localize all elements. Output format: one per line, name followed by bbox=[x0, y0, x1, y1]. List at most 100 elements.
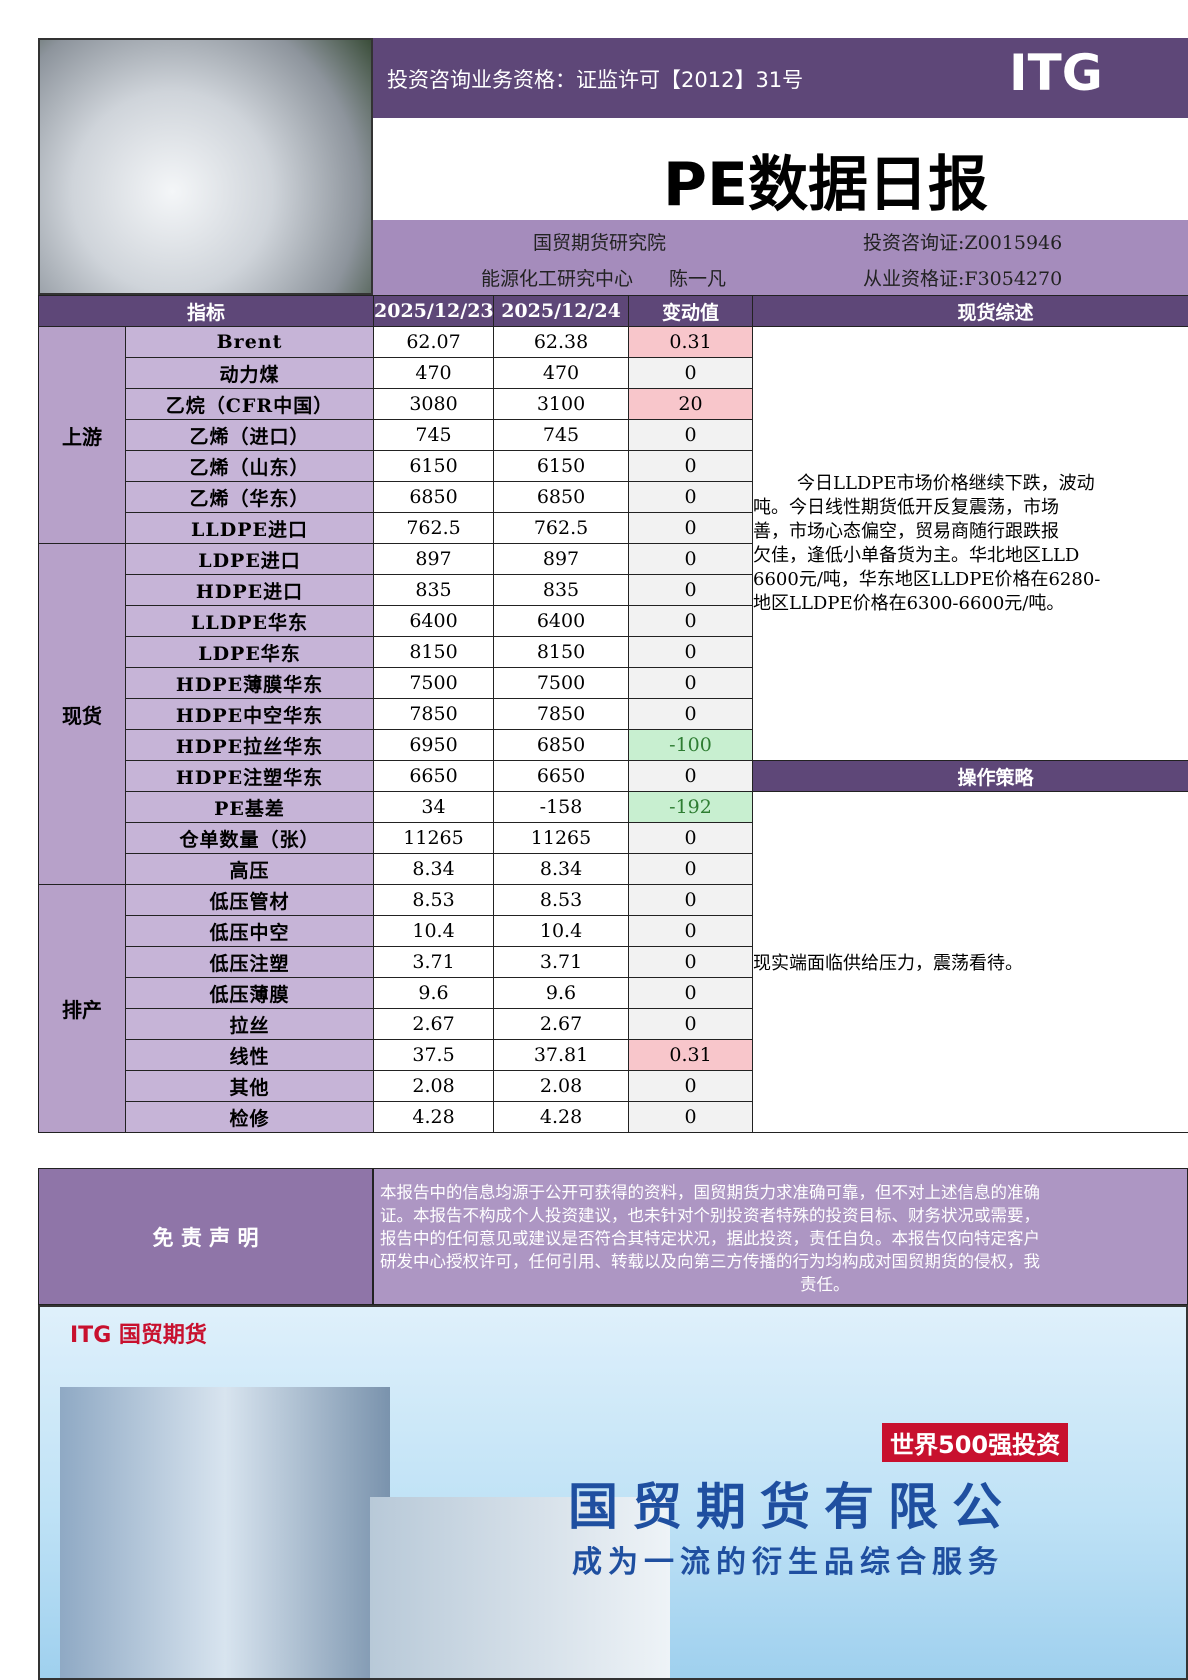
value: 3080 bbox=[373, 388, 495, 420]
disclaimer: 免 责 声 明 本报告中的信息均源于公开可获得的资料，国贸期货力求准确可靠，但不… bbox=[38, 1168, 1188, 1305]
value: 897 bbox=[373, 543, 495, 575]
indicator: HDPE拉丝华东 bbox=[124, 729, 375, 761]
indicator: 低压管材 bbox=[124, 884, 375, 916]
data-row: 现货 LDPE进口 897 897 0 bbox=[38, 543, 1188, 885]
change: 0 bbox=[628, 977, 754, 1009]
spot-summary: 今日LLDPE市场价格继续下跌，波动 吨。今日线性期货低开反复震荡，市场 善，市场心… bbox=[752, 326, 1188, 761]
change: 0 bbox=[628, 1070, 754, 1102]
value: 6150 bbox=[373, 450, 495, 482]
indicator: 动力煤 bbox=[124, 357, 375, 389]
data-row: 乙烯（进口） 745 745 0 bbox=[39, 419, 1188, 451]
change: 0 bbox=[628, 946, 754, 978]
qualification-cert: 从业资格证:F3054270 bbox=[863, 268, 1063, 290]
banner-badge: 世界500强投资 bbox=[882, 1423, 1069, 1462]
strategy-text: 现实端面临供给压力，震荡看待。 bbox=[752, 791, 1188, 1133]
summary-line: 地区LLDPE价格在6300-6600元/吨。 bbox=[753, 592, 1065, 614]
indicator: LLDPE华东 bbox=[124, 605, 375, 637]
change: 20 bbox=[628, 388, 754, 420]
indicator: 乙烷（CFR中国） bbox=[124, 388, 375, 420]
change: 0 bbox=[628, 357, 754, 389]
change: 0 bbox=[628, 605, 754, 637]
change: 0 bbox=[628, 884, 754, 916]
change: 0 bbox=[628, 1101, 754, 1133]
value: 8150 bbox=[373, 636, 495, 668]
indicator: HDPE中空华东 bbox=[124, 698, 375, 730]
value: 762.5 bbox=[493, 512, 630, 544]
value: 745 bbox=[493, 419, 630, 451]
building-wing bbox=[370, 1497, 670, 1678]
report-title: PE数据日报 bbox=[663, 150, 988, 220]
data-row: 低压薄膜 9.6 9.6 0 bbox=[39, 977, 1188, 1009]
indicator: 拉丝 bbox=[124, 1008, 375, 1040]
value: 7850 bbox=[373, 698, 495, 730]
info-box: 国贸期货研究院 能源化工研究中心 陈一凡 投资咨询证:Z0015946 从业资格… bbox=[373, 220, 1188, 295]
indicator: LLDPE进口 bbox=[124, 512, 375, 544]
banner-brand: ITG 国贸期货 bbox=[70, 1323, 207, 1348]
indicator: HDPE注塑华东 bbox=[124, 760, 375, 792]
change: -192 bbox=[628, 791, 754, 823]
value: 4.28 bbox=[493, 1101, 630, 1133]
data-row: PE基差 34 -158 -192 现实端面临供给压力，震荡看待。 bbox=[39, 791, 1188, 1133]
column-header: 现货综述 bbox=[752, 295, 1188, 327]
value: 34 bbox=[373, 791, 495, 823]
value: 8.53 bbox=[373, 884, 495, 916]
data-row: 乙烯（山东） 6150 6150 0 bbox=[39, 450, 1188, 482]
change: 0 bbox=[628, 450, 754, 482]
value: 2.08 bbox=[493, 1070, 630, 1102]
value: 762.5 bbox=[373, 512, 495, 544]
summary-line: 6600元/吨，华东地区LLDPE价格在6280- bbox=[753, 568, 1101, 590]
disclaimer-line: 报告中的任何意见或建议是否符合其特定状况，据此投资，责任自负。本报告仅向特定客户 bbox=[380, 1229, 1040, 1248]
data-row: HDPE中空华东 7850 7850 0 bbox=[39, 698, 1188, 730]
value: 3100 bbox=[493, 388, 630, 420]
data-row: 检修 4.28 4.28 0 bbox=[39, 1101, 1188, 1133]
indicator: 线性 bbox=[124, 1039, 375, 1071]
indicator: PE基差 bbox=[124, 791, 375, 823]
value: 470 bbox=[493, 357, 630, 389]
indicator: LDPE进口 bbox=[124, 543, 375, 575]
change: 0 bbox=[628, 698, 754, 730]
group-label: 现货 bbox=[38, 543, 126, 885]
column-header: 2025/12/24 bbox=[493, 295, 630, 327]
value: 9.6 bbox=[493, 977, 630, 1009]
title-box: PE数据日报 bbox=[373, 118, 1188, 220]
value: 6850 bbox=[493, 481, 630, 513]
research-center: 能源化工研究中心 bbox=[481, 268, 634, 290]
indicator: 检修 bbox=[124, 1101, 375, 1133]
change: 0 bbox=[628, 419, 754, 451]
indicator: 乙烯（进口） bbox=[124, 419, 375, 451]
indicator: 其他 bbox=[124, 1070, 375, 1102]
indicator: 乙烯（山东） bbox=[124, 450, 375, 482]
change: 0 bbox=[628, 636, 754, 668]
summary-line: 今日LLDPE市场价格继续下跌，波动 bbox=[797, 472, 1095, 494]
indicator: HDPE薄膜华东 bbox=[124, 667, 375, 699]
value: 4.28 bbox=[373, 1101, 495, 1133]
data-row: HDPE进口 835 835 0 bbox=[39, 574, 1188, 606]
data-row: 排产 低压管材 8.53 8.53 0 bbox=[38, 884, 1188, 1133]
value: 62.38 bbox=[493, 326, 630, 358]
disclaimer-line: 责任。 bbox=[800, 1275, 850, 1294]
banner-slogan: 成为一流的衍生品综合服务 bbox=[572, 1545, 1004, 1580]
license: 投资咨询业务资格：证监许可【2012】31号 bbox=[387, 68, 804, 92]
header-row: 指标 2025/12/23 2025/12/24 变动值 现货综述 bbox=[37, 295, 1188, 327]
analyst: 陈一凡 bbox=[669, 268, 727, 290]
value: 8.34 bbox=[493, 853, 630, 885]
logo: ITG bbox=[1009, 44, 1103, 102]
value: 9.6 bbox=[373, 977, 495, 1009]
indicator: 仓单数量（张） bbox=[124, 822, 375, 854]
column-header: 指标 bbox=[37, 295, 375, 327]
change: 0 bbox=[628, 512, 754, 544]
strategy-header: 操作策略 bbox=[752, 760, 1188, 792]
indicator: 高压 bbox=[124, 853, 375, 885]
data-row: LLDPE华东 6400 6400 0 bbox=[39, 605, 1188, 637]
data-row: 拉丝 2.67 2.67 0 bbox=[39, 1008, 1188, 1040]
institute: 国贸期货研究院 bbox=[533, 232, 667, 254]
data-row: 仓单数量（张） 11265 11265 0 bbox=[39, 822, 1188, 854]
value: -158 bbox=[493, 791, 630, 823]
change: 0.31 bbox=[628, 326, 754, 358]
indicator: HDPE进口 bbox=[124, 574, 375, 606]
value: 8150 bbox=[493, 636, 630, 668]
value: 745 bbox=[373, 419, 495, 451]
change: 0 bbox=[628, 760, 754, 792]
value: 10.4 bbox=[493, 915, 630, 947]
top-bar: 投资咨询业务资格：证监许可【2012】31号 ITG bbox=[373, 38, 1188, 118]
